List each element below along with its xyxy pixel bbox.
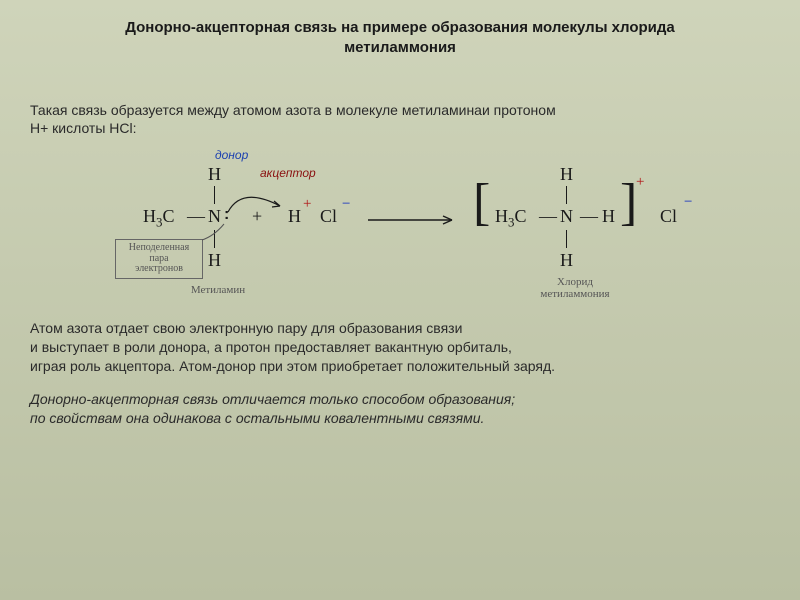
- acceptor-label: акцептор: [260, 166, 316, 180]
- lonepair-l2: пара: [149, 253, 168, 264]
- lonepair-pointer-icon: [200, 222, 230, 244]
- right-right-h: H: [602, 206, 615, 227]
- donor-label: донор: [215, 148, 248, 162]
- reaction-arrow-icon: [368, 214, 458, 226]
- right-bond-top: [566, 186, 567, 204]
- page-title: Донорно-акцепторная связь на примере обр…: [30, 18, 770, 59]
- intro-line-2: Н+ кислоты HCl:: [30, 120, 137, 136]
- explanation-text: Атом азота отдает свою электронную пару …: [30, 319, 770, 376]
- mechanism-arrow-icon: [222, 182, 294, 218]
- caption-product: Хлорид метиламмония: [520, 276, 630, 300]
- explain-l2: и выступает в роли донора, а протон пред…: [30, 339, 512, 355]
- anion-minus: −: [684, 194, 692, 211]
- lonepair-l1: Неподеленная: [129, 242, 189, 253]
- right-cl: Cl: [660, 206, 677, 227]
- hcl-h-plus: +: [303, 196, 311, 213]
- title-line-2: метиламмония: [344, 39, 456, 56]
- left-bond-top: [214, 186, 215, 204]
- title-line-1: Донорно-акцепторная связь на примере обр…: [125, 19, 675, 36]
- reaction-diagram: донор акцептор H H3C — N : H + H + Cl − …: [30, 144, 770, 309]
- right-bot-h: H: [560, 250, 573, 271]
- conclude-l1: Донорно-акцепторная связь отличается тол…: [30, 391, 515, 407]
- left-h3c: H3C: [143, 206, 175, 231]
- right-n: N: [560, 206, 573, 227]
- lonepair-l3: электронов: [135, 263, 183, 274]
- right-top-h: H: [560, 164, 573, 185]
- explain-l3: играя роль акцептора. Атом-донор при это…: [30, 358, 555, 374]
- cation-plus: +: [636, 174, 644, 191]
- caption-methylamine: Метиламин: [178, 284, 258, 296]
- left-bot-h: H: [208, 250, 221, 271]
- right-bond-bot: [566, 230, 567, 248]
- right-h3c: H3C: [495, 206, 527, 231]
- right-bond-h2: —: [580, 206, 598, 227]
- bracket-left-icon: [: [473, 177, 490, 229]
- intro-text: Такая связь образуется между атомом азот…: [30, 101, 770, 139]
- intro-line-1: Такая связь образуется между атомом азот…: [30, 102, 556, 118]
- caption-chloride-l2: метиламмония: [540, 288, 609, 300]
- bracket-right-icon: ]: [620, 177, 637, 229]
- right-bond-h1: —: [539, 206, 557, 227]
- left-top-h: H: [208, 164, 221, 185]
- lonepair-box: Неподеленная пара электронов: [115, 239, 203, 279]
- conclusion-text: Донорно-акцепторная связь отличается тол…: [30, 390, 770, 428]
- explain-l1: Атом азота отдает свою электронную пару …: [30, 320, 462, 336]
- hcl-cl-minus: −: [342, 196, 350, 213]
- hcl-cl: Cl: [320, 206, 337, 227]
- caption-chloride-l1: Хлорид: [557, 276, 593, 288]
- conclude-l2: по свойствам она одинакова с остальными …: [30, 410, 484, 426]
- slide-page: Донорно-акцепторная связь на примере обр…: [0, 0, 800, 600]
